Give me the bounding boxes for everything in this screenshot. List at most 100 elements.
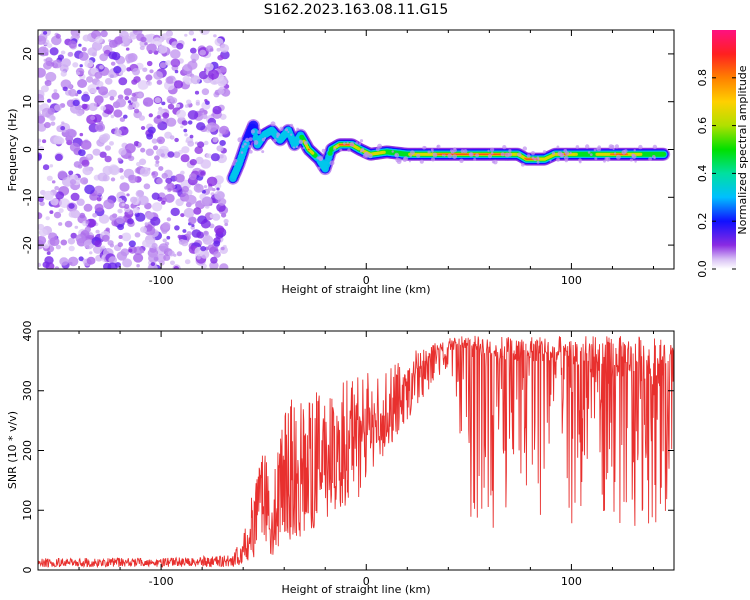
ridge-halo [248, 144, 252, 148]
noise-blob [181, 120, 188, 126]
noise-blob [46, 175, 53, 181]
noise-blob [68, 170, 74, 176]
noise-blob [38, 138, 42, 143]
noise-blob [61, 58, 71, 68]
ridge-halo [424, 146, 427, 149]
ridge-halo [432, 152, 438, 158]
noise-blob [145, 74, 153, 81]
noise-blob [39, 201, 45, 207]
noise-blob [178, 239, 185, 245]
noise-blob [187, 60, 198, 70]
noise-blob [60, 50, 66, 55]
noise-blob [200, 219, 211, 229]
noise-blob [209, 261, 219, 269]
ridge-halo [575, 145, 580, 149]
noise-blob [152, 145, 159, 151]
noise-blob [67, 51, 74, 57]
noise-blob [69, 179, 77, 185]
noise-blob [142, 67, 148, 73]
x-tick-label: 100 [561, 274, 582, 287]
x-tick-label: -100 [149, 274, 174, 287]
noise-blob [162, 222, 171, 230]
noise-blob [180, 125, 184, 129]
noise-blob [144, 42, 148, 46]
noise-blob [132, 207, 140, 214]
noise-blob [186, 231, 192, 236]
noise-blob [81, 47, 87, 52]
noise-blob [210, 153, 220, 162]
noise-blob [68, 88, 77, 97]
noise-blob [55, 33, 61, 39]
noise-blob [49, 210, 54, 215]
noise-blob [163, 254, 171, 261]
noise-blob [165, 60, 172, 66]
noise-blob [181, 185, 189, 193]
noise-blob [73, 161, 81, 168]
noise-blob [154, 162, 160, 168]
noise-blob [140, 126, 146, 130]
noise-blob [218, 88, 225, 95]
y-tick-label: 300 [21, 380, 34, 401]
ridge-point [626, 153, 629, 156]
y-tick-label: 20 [21, 47, 34, 61]
noise-blob [116, 216, 125, 225]
ridge-halo [551, 151, 556, 155]
ridge-halo [377, 143, 383, 149]
noise-blob [51, 92, 60, 100]
ridge-halo [533, 157, 537, 161]
noise-blob [139, 167, 151, 177]
noise-blob [166, 117, 177, 127]
noise-blob [166, 235, 171, 240]
noise-blob [90, 115, 96, 121]
noise-blob [45, 57, 53, 64]
noise-blob [188, 216, 197, 225]
noise-blob [186, 99, 192, 105]
ridge-halo [633, 149, 636, 152]
noise-blob [195, 101, 200, 106]
noise-blob [219, 44, 230, 53]
ridge-halo [578, 160, 582, 164]
bottom-x-axis-label: Height of straight line (km) [281, 583, 430, 596]
noise-blob [124, 96, 130, 101]
noise-blob [95, 229, 100, 234]
noise-blob [174, 173, 185, 183]
noise-blob [97, 172, 108, 182]
noise-blob [38, 196, 44, 202]
colorbar: 0.0 0.2 0.4 0.6 0.8 Normalized spectral ampl… [696, 30, 749, 278]
noise-blob [70, 232, 77, 239]
noise-blob [52, 59, 62, 69]
noise-blob [140, 249, 145, 254]
ridge-halo [556, 145, 560, 149]
noise-blob [38, 67, 46, 78]
noise-blob [203, 230, 209, 236]
ridge-halo [447, 153, 453, 159]
y-tick-label: 200 [21, 440, 34, 461]
noise-blob [54, 186, 60, 191]
noise-blob [62, 86, 68, 92]
ridge-point [357, 147, 361, 151]
ridge-halo [264, 136, 267, 140]
noise-blob [217, 197, 227, 206]
noise-blob [94, 95, 104, 105]
noise-blob [142, 97, 154, 107]
noise-blob [118, 77, 128, 86]
noise-blob [110, 114, 115, 119]
noise-blob [131, 96, 138, 102]
noise-blob [123, 88, 133, 96]
ridge-halo [450, 149, 453, 153]
noise-blob [190, 75, 201, 85]
noise-blob [104, 145, 111, 151]
ridge-halo [250, 129, 255, 134]
colorbar-tick-label: 0.6 [696, 117, 709, 135]
noise-blob [38, 223, 45, 231]
noise-blob [133, 76, 141, 83]
y-tick-label: 0 [21, 146, 34, 153]
noise-blob [170, 97, 178, 104]
ridge-halo [431, 157, 435, 162]
ridge-halo [237, 137, 243, 143]
x-tick-label: -100 [149, 575, 174, 588]
noise-blob [134, 108, 140, 114]
noise-blob [95, 36, 103, 44]
noise-blob [216, 187, 220, 191]
noise-blob [183, 128, 188, 133]
